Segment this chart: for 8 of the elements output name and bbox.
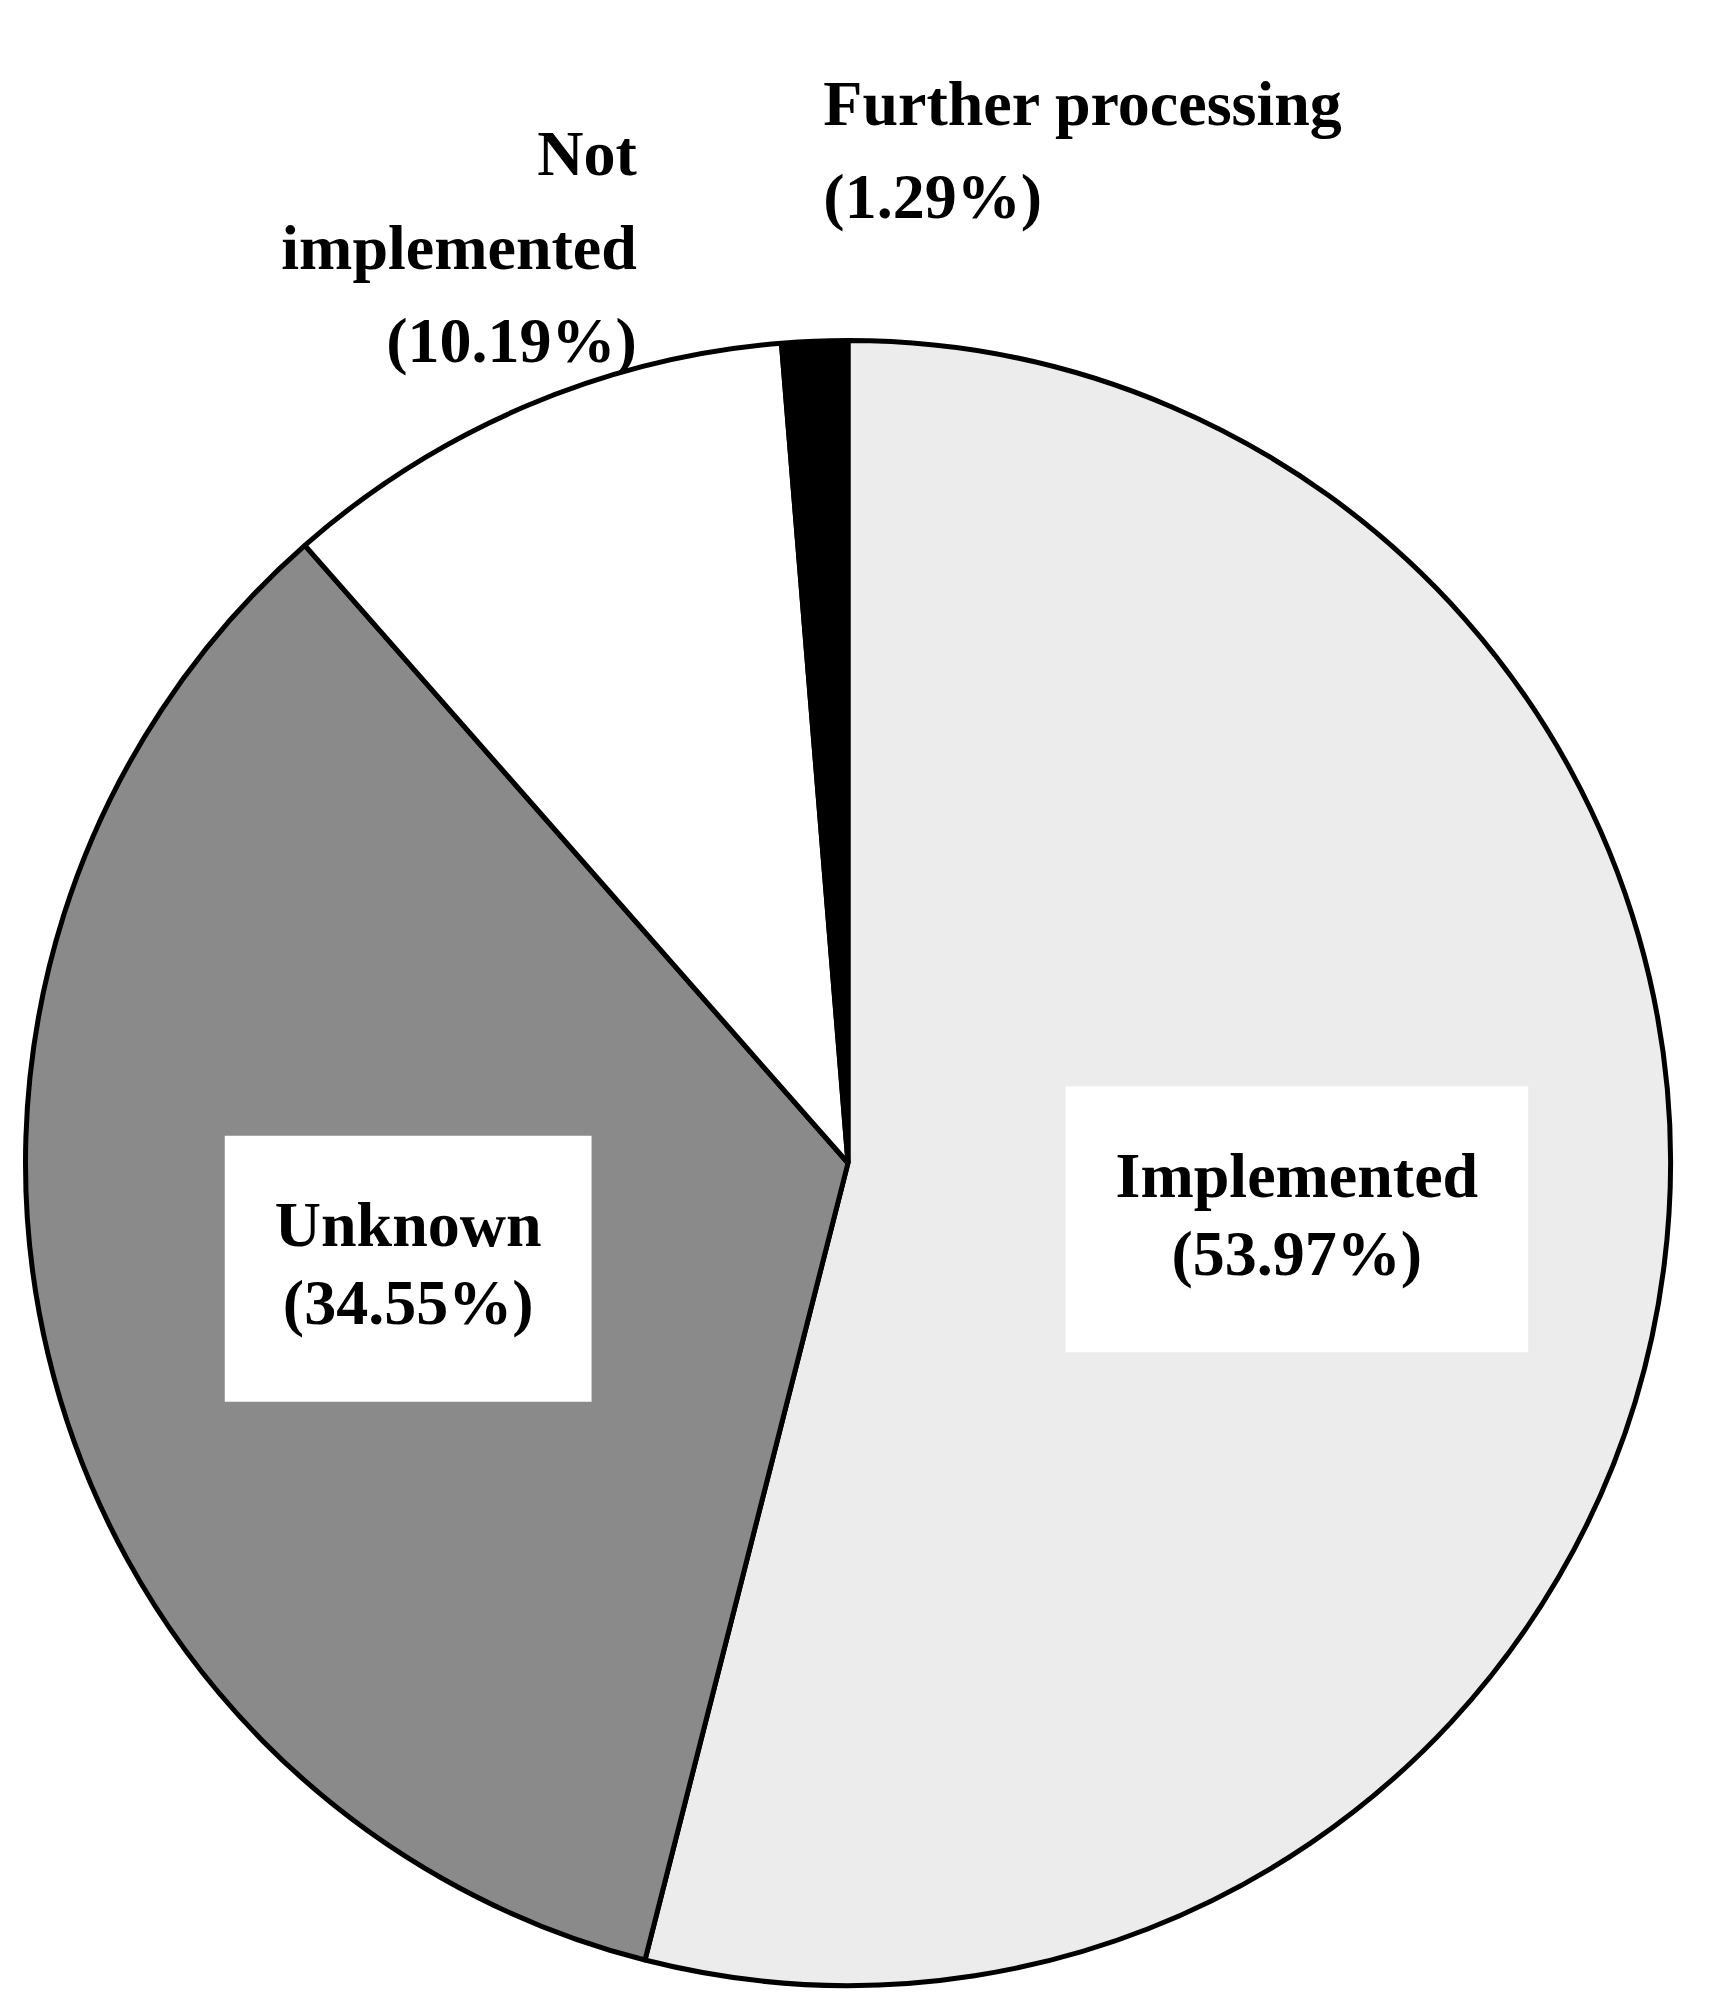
slice-label: Unknown (274, 1189, 542, 1261)
slice-label: Implemented (1115, 1139, 1479, 1211)
data-label: (34.55%) (282, 1267, 534, 1339)
slice-label: Further processing (823, 67, 1342, 139)
data-label: (1.29%) (823, 161, 1042, 233)
data-label: (53.97%) (1171, 1217, 1423, 1289)
slice-label: Not implemented (281, 118, 638, 283)
data-label: (10.19%) (386, 305, 637, 377)
